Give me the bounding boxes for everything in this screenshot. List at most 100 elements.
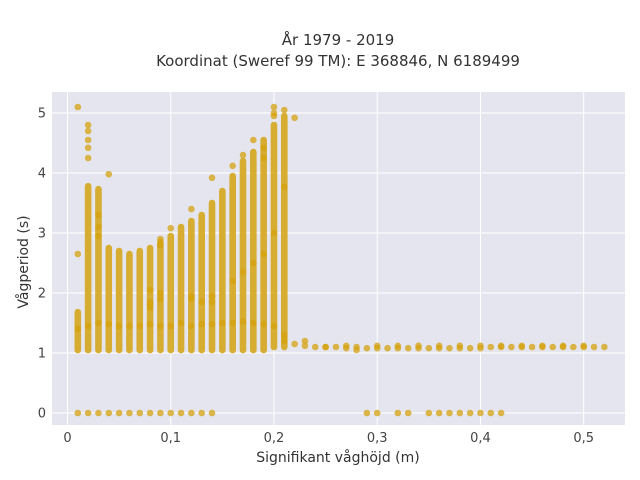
data-point [239, 318, 247, 326]
data-point [188, 409, 195, 417]
data-point [570, 343, 577, 351]
y-tick-label: 3 [38, 227, 46, 242]
data-point [105, 170, 113, 178]
data-point [497, 342, 505, 350]
x-axis-title: Signifikant våghöjd (m) [256, 449, 419, 466]
y-axis-title: Vågperiod (s) [15, 215, 32, 308]
data-point [270, 322, 278, 330]
data-point [157, 241, 164, 249]
data-point [425, 409, 433, 417]
data-point [157, 289, 164, 297]
data-point-column [136, 247, 144, 354]
data-point [404, 344, 412, 352]
data-point-column [167, 232, 175, 354]
data-point [84, 144, 92, 152]
data-point-column [95, 185, 102, 354]
chart-title-line-1: År 1979 - 2019 [282, 30, 395, 49]
data-point [146, 320, 154, 328]
data-point [425, 344, 433, 352]
data-point-column [208, 199, 216, 354]
data-point [601, 343, 608, 351]
data-point [260, 154, 267, 162]
data-point [157, 295, 164, 303]
data-point [446, 409, 453, 417]
data-point [95, 232, 102, 240]
data-point-column [177, 223, 185, 354]
data-point [188, 295, 195, 303]
data-point [539, 342, 546, 350]
data-point-column [126, 250, 133, 354]
x-tick-label: 0 [63, 431, 71, 446]
data-point [446, 344, 453, 352]
data-point [301, 342, 309, 350]
data-point [456, 342, 464, 350]
data-point [84, 154, 92, 162]
data-point [208, 174, 216, 182]
data-point [590, 343, 598, 351]
x-tick-label: 0,5 [573, 431, 594, 446]
data-point [84, 136, 92, 144]
data-point [477, 409, 484, 417]
data-point [394, 409, 402, 417]
data-point [394, 342, 402, 350]
data-point [95, 409, 102, 417]
data-point [487, 343, 495, 351]
data-point [508, 343, 515, 351]
data-point [250, 136, 257, 144]
data-point [188, 205, 195, 213]
data-point [291, 340, 298, 348]
data-point [115, 322, 123, 330]
data-point [280, 183, 288, 191]
data-point [95, 319, 102, 327]
data-point [373, 342, 381, 350]
data-point-column [229, 172, 236, 354]
data-point-column [198, 211, 206, 354]
data-point [229, 319, 236, 327]
data-point [208, 292, 216, 300]
data-point [301, 337, 309, 345]
data-point [332, 343, 340, 351]
data-point [518, 342, 526, 350]
data-point-column [260, 136, 267, 354]
data-point [177, 319, 185, 327]
data-point [466, 344, 474, 352]
data-point [84, 127, 92, 135]
data-point [74, 103, 82, 111]
data-point [435, 409, 443, 417]
data-point [157, 409, 164, 417]
data-point [342, 342, 350, 350]
data-point [250, 259, 257, 267]
data-point [559, 342, 567, 350]
data-point [146, 286, 154, 294]
data-point [198, 298, 206, 306]
data-point [115, 409, 123, 417]
data-point [84, 322, 92, 330]
data-point [157, 235, 164, 243]
data-point-column [84, 182, 92, 354]
y-tick-label: 1 [38, 347, 46, 362]
data-point-column [250, 148, 257, 354]
data-point [208, 409, 216, 417]
data-point [74, 325, 82, 333]
data-point [198, 320, 206, 328]
data-point [280, 331, 288, 339]
data-point [167, 409, 175, 417]
data-point [126, 409, 133, 417]
data-point [549, 343, 557, 351]
data-point [167, 224, 175, 232]
data-point [373, 409, 381, 417]
y-tick-label: 5 [38, 107, 46, 122]
data-point [404, 409, 412, 417]
data-point [74, 409, 82, 417]
data-point [95, 211, 102, 219]
data-point [270, 229, 278, 237]
data-point [208, 298, 216, 306]
data-point-column [188, 217, 195, 354]
data-point [280, 337, 288, 345]
data-point [229, 277, 236, 285]
y-tick-label: 4 [38, 167, 46, 182]
data-point [260, 250, 267, 258]
data-point [239, 268, 247, 276]
data-point-column [115, 247, 123, 354]
x-tick-label: 0,3 [367, 431, 388, 446]
